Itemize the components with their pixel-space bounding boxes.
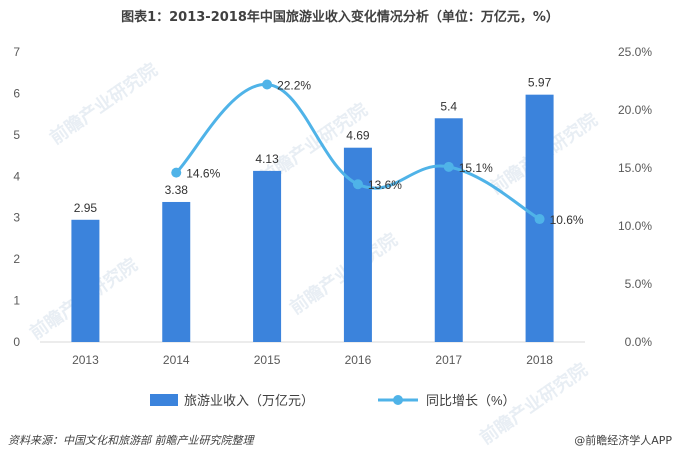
y-left-tick-label: 3 [13, 211, 20, 225]
growth-value-label: 15.1% [459, 161, 493, 175]
x-tick-label: 2016 [345, 353, 372, 367]
bar-value-label: 3.38 [165, 183, 189, 197]
credit-note: @前瞻经济学人APP [574, 434, 672, 447]
y-left-tick-label: 2 [13, 252, 20, 266]
legend-bar-swatch [150, 394, 178, 406]
bar-2013 [71, 219, 100, 342]
x-tick-label: 2018 [526, 353, 553, 367]
bar-value-label: 4.69 [346, 129, 370, 143]
chart-title: 图表1：2013-2018年中国旅游业收入变化情况分析（单位：万亿元，%） [121, 10, 559, 25]
growth-value-label: 14.6% [186, 167, 220, 181]
y-left-tick-label: 7 [13, 45, 20, 59]
growth-point-2018 [534, 214, 545, 225]
growth-point-2015 [262, 79, 273, 90]
bar-value-label: 2.95 [74, 201, 98, 215]
y-right-tick-label: 0.0% [625, 335, 653, 349]
legend-bar-label: 旅游业收入（万亿元） [184, 393, 314, 408]
growth-value-label: 10.6% [550, 213, 584, 227]
y-right-tick-label: 5.0% [625, 277, 653, 291]
bar-2014 [162, 201, 191, 342]
y-right-tick-label: 15.0% [618, 161, 652, 175]
bar-value-label: 5.97 [528, 76, 552, 90]
growth-value-label: 13.6% [368, 178, 402, 192]
growth-value-label: 22.2% [277, 78, 311, 92]
bar-2017 [434, 118, 463, 343]
growth-point-2016 [352, 179, 363, 190]
growth-point-2014 [171, 167, 182, 178]
x-tick-label: 2015 [254, 353, 281, 367]
legend-line-label: 同比增长（%） [426, 393, 516, 408]
legend-line-marker [393, 395, 403, 405]
bar-value-label: 5.4 [440, 99, 457, 113]
y-left-tick-label: 0 [13, 335, 20, 349]
y-right-tick-label: 25.0% [618, 45, 652, 59]
y-left-tick-label: 5 [13, 128, 20, 142]
y-left-tick-label: 6 [13, 86, 20, 100]
y-right-tick-label: 20.0% [618, 103, 652, 117]
y-left-tick-label: 1 [13, 294, 20, 308]
bar-value-label: 4.13 [255, 152, 279, 166]
y-left-tick-label: 4 [13, 169, 20, 183]
growth-point-2017 [443, 161, 454, 172]
y-right-tick-label: 10.0% [618, 219, 652, 233]
x-tick-label: 2017 [435, 353, 462, 367]
x-tick-label: 2013 [72, 353, 99, 367]
x-tick-label: 2014 [163, 353, 190, 367]
source-note: 资料来源：中国文化和旅游部 前瞻产业研究院整理 [8, 434, 254, 447]
bar-2015 [253, 170, 282, 342]
